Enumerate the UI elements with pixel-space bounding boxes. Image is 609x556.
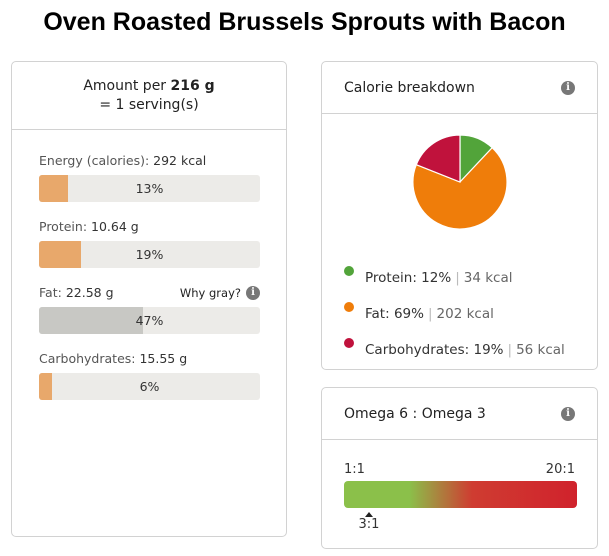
legend-dot [344, 302, 354, 312]
nutrient-percent: 19% [135, 247, 164, 262]
nutrient-bar: 13% [39, 175, 260, 202]
amount-prefix: Amount per [83, 78, 167, 94]
ratio-marker-icon [364, 512, 373, 517]
legend-kcal: 56 kcal [516, 342, 565, 358]
nutrient-percent: 13% [135, 181, 164, 196]
pie-slice-fat [412, 146, 508, 230]
nutrient-bar-fill [39, 175, 68, 202]
calorie-pie-chart [412, 134, 508, 230]
legend-pct: 12% [421, 270, 452, 286]
nutrient-percent: 6% [139, 379, 160, 394]
nutrient-fat: Fat: 22.58 g Why gray? i 47% [39, 284, 260, 334]
legend-kcal: 202 kcal [436, 306, 494, 322]
legend-name: Carbohydrates: [365, 342, 470, 358]
omega-ratio-card: Omega 6 : Omega 3 i 1:1 20:1 3:1 [321, 387, 598, 549]
card-header: Omega 6 : Omega 3 i [322, 388, 597, 440]
legend-dot [344, 338, 354, 348]
nutrient-label: Carbohydrates: [39, 351, 136, 366]
nutrient-value: 15.55 g [139, 351, 188, 366]
nutrient-bar: 19% [39, 241, 260, 268]
ratio-max-label: 20:1 [545, 462, 575, 477]
legend-kcal: 34 kcal [463, 270, 513, 286]
page-title: Oven Roasted Brussels Sprouts with Bacon [43, 8, 566, 36]
info-icon[interactable]: i [246, 286, 260, 300]
nutrient-label: Protein: [39, 219, 88, 234]
serving-text: = 1 serving(s) [99, 97, 199, 113]
nutrient-bar-fill [39, 307, 143, 334]
nutrient-percent: 47% [135, 313, 164, 328]
nutrient-value: 292 kcal [153, 153, 207, 168]
why-gray-link[interactable]: Why gray? i [180, 284, 260, 302]
nutrient-label: Energy (calories): [39, 153, 150, 168]
nutrient-carbohydrates: Carbohydrates: 15.55 g 6% [39, 350, 260, 400]
info-icon[interactable]: i [561, 81, 575, 95]
info-icon[interactable]: i [561, 407, 575, 421]
ratio-value: 3:1 [358, 517, 380, 532]
legend-dot [344, 266, 354, 276]
legend-pct: 19% [473, 342, 504, 358]
amount-weight: 216 g [170, 78, 215, 94]
nutrient-bar-fill [39, 373, 53, 400]
nutrient-bar: 47% [39, 307, 260, 334]
amount-header: Amount per 216 g = 1 serving(s) [12, 62, 286, 130]
nutrient-label: Fat: [39, 285, 62, 300]
card-title: Omega 6 : Omega 3 [344, 406, 486, 422]
legend-name: Fat: [365, 306, 390, 322]
legend-item-fat: Fat: 69% | 202 kcal [344, 292, 494, 322]
legend-pct: 69% [393, 306, 424, 322]
card-title: Calorie breakdown [344, 80, 475, 96]
nutrient-bar: 6% [39, 373, 260, 400]
nutrient-protein: Protein: 10.64 g 19% [39, 218, 260, 268]
calorie-breakdown-card: Calorie breakdown i Protein: 12% | 34 kcal… [321, 61, 598, 370]
legend-item-protein: Protein: 12% | 34 kcal [344, 256, 512, 286]
why-gray-label: Why gray? [179, 286, 241, 300]
legend-name: Protein: [365, 270, 417, 286]
nutrient-value: 10.64 g [91, 219, 139, 234]
nutrition-card: Amount per 216 g = 1 serving(s) Energy (… [11, 61, 287, 537]
pie-slice-carbohydrates [415, 134, 461, 183]
nutrient-value: 22.58 g [65, 285, 114, 300]
nutrient-bar-fill [39, 241, 81, 268]
nutrient-energy: Energy (calories): 292 kcal 13% [39, 152, 260, 202]
legend-item-carbohydrates: Carbohydrates: 19% | 56 kcal [344, 328, 565, 358]
ratio-gradient-bar [344, 481, 577, 508]
ratio-min-label: 1:1 [344, 462, 365, 477]
card-header: Calorie breakdown i [322, 62, 597, 114]
